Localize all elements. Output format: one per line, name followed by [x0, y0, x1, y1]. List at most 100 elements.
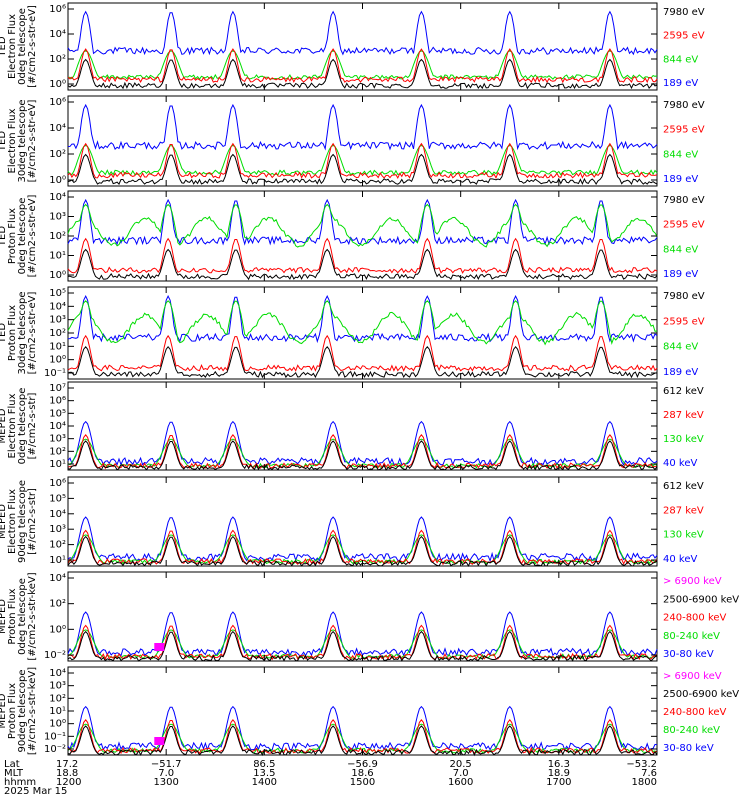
y-axis-label-line: 0deg telescope	[17, 388, 28, 465]
legend-label: 612 keV	[663, 481, 704, 492]
y-axis-label-line: Proton Flux	[7, 305, 18, 361]
legend-label: 287 keV	[663, 410, 704, 421]
y-tick-label: 10³	[49, 524, 66, 535]
y-axis-label-line: MEPED	[0, 408, 8, 443]
y-axis-label-line: 30deg telescope	[17, 99, 28, 182]
y-axis-label-line: MEPED	[0, 599, 8, 634]
series-line-844-ev	[67, 334, 658, 372]
panel-frame	[67, 381, 658, 471]
series-line-844-ev	[67, 237, 658, 274]
y-axis-label-line: [#/cm2-s-str-keV]	[27, 572, 38, 660]
legend-label: 189 eV	[663, 174, 698, 185]
legend-label: 240-800 keV	[663, 613, 727, 624]
y-tick-label: 10⁴	[49, 192, 66, 203]
footer-time-value: 1500	[350, 777, 375, 788]
legend-label: 7980 eV	[663, 7, 705, 18]
footer-lat-value: 20.5	[450, 759, 472, 770]
legend-label: 7980 eV	[663, 100, 705, 111]
y-axis-label: MEPEDProton Flux0deg telescope[#/cm2-s-s…	[0, 572, 38, 660]
panel-frame	[67, 95, 658, 187]
y-tick-label: 10⁴	[49, 29, 66, 40]
y-tick-label: 10⁴	[49, 301, 66, 312]
y-tick-label: 10⁰	[49, 624, 66, 635]
series-line-7980-ev	[67, 295, 658, 344]
footer-lat-value: −51.7	[151, 759, 182, 770]
y-tick-label: 10⁻¹	[44, 368, 66, 379]
y-axis-label-line: [#/cm2-s-str-eV]	[27, 5, 38, 88]
y-tick-label: 10⁰	[49, 270, 66, 281]
y-axis-label-line: Proton Flux	[7, 683, 18, 739]
y-axis-label-line: MEPED	[0, 693, 8, 728]
y-axis-label-line: [#/cm2-s-str-eV]	[27, 195, 38, 278]
y-tick-label: 10²	[49, 540, 66, 551]
footer-lat-value: 17.2	[56, 759, 78, 770]
y-axis-label-line: MEPED	[0, 504, 8, 539]
y-axis-label-line: 90deg telescope	[17, 669, 28, 752]
y-axis-label-line: [#/cm2-s-str-eV]	[27, 292, 38, 375]
footer-row-label: MLT	[4, 768, 24, 779]
y-axis-label-line: 0deg telescope	[17, 8, 28, 85]
footer-time-value: 1600	[448, 777, 473, 788]
panel-6: 10⁶ 10⁵ 10⁴ 10³ 10² 10¹ MEPEDElectron Flux90de…	[0, 476, 704, 568]
legend-label: > 6900 keV	[663, 576, 722, 587]
legend-label: 30-80 keV	[663, 743, 714, 754]
y-tick-label: 10²	[49, 446, 66, 457]
footer-time-value: 1300	[153, 777, 178, 788]
y-axis-label: TEDElectron Flux30deg telescope[#/cm2-s-…	[0, 99, 38, 182]
y-axis-label-line: Electron Flux	[7, 489, 18, 554]
y-tick-label: 10²	[49, 599, 66, 610]
y-tick-label: 10²	[49, 149, 66, 160]
footer-mlt-value: 18.6	[351, 768, 373, 779]
y-tick-label: 10⁴	[49, 123, 66, 134]
y-tick-label: 10⁰	[49, 719, 66, 730]
y-axis-label-line: 0deg telescope	[17, 198, 28, 275]
y-tick-label: 10³	[49, 681, 66, 692]
legend-label: 612 keV	[663, 386, 704, 397]
y-axis-label-line: [#/cm2-s-str]	[27, 488, 38, 555]
footer-lat-value: −56.9	[347, 759, 378, 770]
y-tick-label: 10³	[49, 212, 66, 223]
legend-label: 2595 eV	[663, 125, 705, 136]
y-tick-label: 10¹	[49, 706, 66, 717]
footer-lat-value: 16.3	[548, 759, 570, 770]
y-axis-label-line: Electron Flux	[7, 108, 18, 173]
y-axis-label-line: TED	[0, 226, 8, 247]
legend-label: 30-80 keV	[663, 649, 714, 660]
series-line-189-ev	[67, 153, 658, 186]
y-tick-label: 10⁶	[49, 4, 66, 15]
panel-frame	[67, 190, 658, 282]
y-tick-label: 10⁻¹	[44, 731, 66, 742]
y-tick-label: 10⁻²	[44, 650, 66, 661]
y-tick-label: 10¹	[49, 251, 66, 262]
y-tick-label: 10¹	[49, 341, 66, 352]
legend-label: 2595 eV	[663, 220, 705, 231]
series-line-2595-ev	[67, 300, 658, 346]
footer-mlt-value: 7.0	[453, 768, 469, 779]
y-tick-label: 10²	[49, 231, 66, 242]
legend-label: 2595 eV	[663, 31, 705, 42]
y-tick-label: 10¹	[49, 555, 66, 566]
series-line-7980-ev	[67, 198, 658, 246]
y-tick-label: 10⁰	[49, 355, 66, 366]
y-axis-label: TEDProton Flux0deg telescope[#/cm2-s-str…	[0, 195, 38, 278]
panel-4: 10⁵ 10⁴ 10³ 10² 10¹ 10⁰ 10⁻¹ TEDProton Flux30de…	[0, 286, 705, 380]
footer-row-label: hhmm	[4, 777, 36, 788]
y-axis-label-line: 30deg telescope	[17, 291, 28, 374]
y-tick-label: 10⁴	[49, 421, 66, 432]
y-axis-label-line: [#/cm2-s-str]	[27, 392, 38, 459]
legend-label: 2595 eV	[663, 316, 705, 327]
legend-label: 7980 eV	[663, 291, 705, 302]
series-line-2595-ev	[67, 50, 658, 81]
y-axis-label-line: TED	[0, 323, 8, 344]
y-tick-label: 10²	[49, 693, 66, 704]
y-tick-label: 10⁴	[49, 668, 66, 679]
y-axis-label-line: TED	[0, 36, 8, 57]
panel-frame	[67, 286, 658, 380]
legend-label: 7980 eV	[663, 195, 705, 206]
legend-label: 189 eV	[663, 367, 698, 378]
series-line-7980-ev	[67, 10, 658, 56]
series-line-2595-ev	[67, 144, 658, 176]
